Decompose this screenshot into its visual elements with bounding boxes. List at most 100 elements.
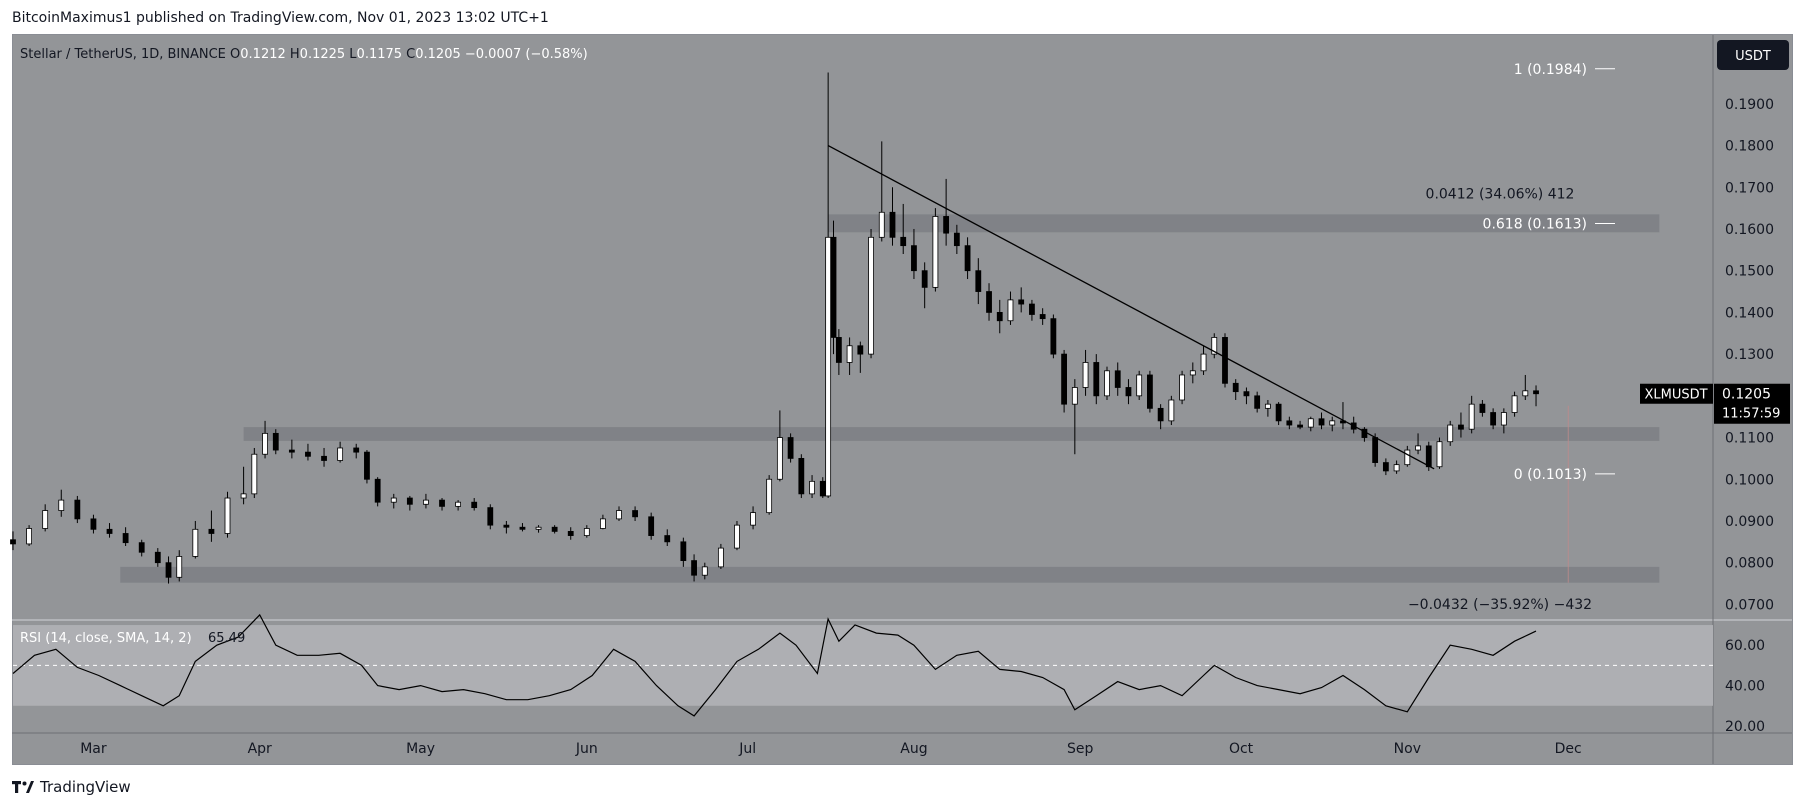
candle: [691, 554, 697, 582]
candle-body: [1168, 399, 1175, 422]
price-axis-tick: 0.1900: [1725, 97, 1774, 113]
candle-body: [240, 493, 247, 499]
candle: [975, 258, 982, 305]
candle-body: [251, 453, 258, 495]
candle-body: [664, 535, 671, 543]
candle-body: [58, 499, 65, 511]
currency-button-bg: [1717, 40, 1789, 70]
candle: [632, 506, 638, 521]
candle: [503, 520, 510, 534]
open-value: 0.1212: [240, 47, 290, 62]
candle-body: [921, 270, 928, 288]
candle: [262, 420, 268, 459]
candle-body: [90, 518, 97, 530]
tradingview-footer[interactable]: TradingView: [12, 778, 131, 796]
candle: [90, 514, 97, 534]
candle: [583, 525, 590, 538]
candle: [734, 520, 740, 551]
tradingview-logo-icon: [12, 781, 34, 793]
close-key: C: [406, 47, 415, 62]
candle: [439, 498, 445, 511]
author-name[interactable]: BitcoinMaximus1: [12, 10, 132, 26]
candle-body: [809, 480, 815, 495]
candle-body: [798, 457, 805, 495]
time-axis-tick: Nov: [1394, 741, 1421, 757]
candle-body: [1222, 337, 1228, 384]
candle: [809, 475, 815, 499]
candle-body: [600, 518, 606, 529]
candle: [240, 466, 247, 505]
candle-body: [1061, 353, 1068, 405]
candle-body: [154, 551, 161, 564]
change-value: −0.0007 (−0.58%): [465, 47, 588, 62]
price-axis-tick: 0.1400: [1725, 305, 1774, 321]
candle: [868, 228, 874, 359]
candle-body: [1200, 353, 1207, 372]
currency-button[interactable]: USDT: [1717, 40, 1789, 70]
candle-body: [835, 337, 842, 363]
candle: [878, 141, 885, 242]
candle-body: [1436, 441, 1443, 468]
candle-body: [406, 497, 413, 505]
symbol-ohlc-line[interactable]: Stellar / TetherUS, 1D, BINANCE O0.1212 …: [20, 47, 588, 62]
support-resistance-zone: [243, 427, 1660, 441]
candle: [1082, 349, 1089, 396]
candle-body: [353, 447, 360, 453]
candle: [1511, 391, 1518, 417]
candle-body: [986, 291, 992, 313]
candle-body: [192, 528, 199, 557]
price-axis-tick: 0.0700: [1725, 597, 1774, 613]
candle-body: [1458, 424, 1464, 430]
candle: [272, 429, 279, 455]
candle: [1382, 458, 1389, 476]
candle: [1071, 379, 1078, 455]
time-axis-tick: Aug: [900, 741, 927, 757]
candle: [1157, 404, 1164, 430]
candle-body: [1425, 445, 1432, 468]
candle-body: [567, 531, 574, 536]
candle: [953, 224, 960, 254]
candle-body: [1029, 303, 1035, 315]
candle-body: [1297, 424, 1303, 428]
rsi-indicator-label: RSI (14, close, SMA, 14, 2): [20, 631, 192, 646]
candle-body: [1522, 390, 1529, 397]
time-axis-tick: Oct: [1229, 741, 1254, 757]
candle-body: [911, 245, 917, 272]
candle: [889, 187, 896, 246]
candle-body: [1071, 387, 1078, 405]
candle: [1232, 379, 1239, 400]
candle-body: [519, 526, 526, 530]
candle: [766, 475, 773, 515]
candle-body: [224, 497, 231, 534]
candle: [830, 220, 837, 355]
candle-body: [889, 211, 896, 238]
candle: [1286, 416, 1293, 430]
countdown-timer: 11:57:59: [1722, 407, 1780, 422]
candle-body: [471, 501, 478, 509]
candle: [1522, 374, 1529, 400]
candle: [471, 498, 478, 511]
candle: [1468, 395, 1475, 434]
candle-body: [1136, 374, 1143, 397]
candle-body: [953, 232, 960, 247]
candle: [305, 443, 311, 461]
measurement-label: −0.0432 (−35.92%) −432: [1408, 597, 1592, 613]
candle-body: [857, 345, 864, 355]
candle: [58, 489, 65, 517]
price-axis-tick: 0.1700: [1725, 180, 1774, 196]
candle-body: [1232, 382, 1239, 393]
candle: [1125, 379, 1132, 405]
time-axis-tick: May: [406, 741, 435, 757]
candle: [616, 506, 622, 521]
candle: [1307, 416, 1314, 432]
candle: [943, 178, 950, 246]
candle: [932, 208, 939, 292]
candle: [1050, 314, 1057, 359]
candle: [1136, 370, 1143, 400]
candle: [996, 299, 1003, 334]
candle: [1168, 395, 1175, 426]
candle: [1297, 420, 1303, 430]
candle-body: [272, 432, 279, 451]
candle: [106, 523, 113, 538]
